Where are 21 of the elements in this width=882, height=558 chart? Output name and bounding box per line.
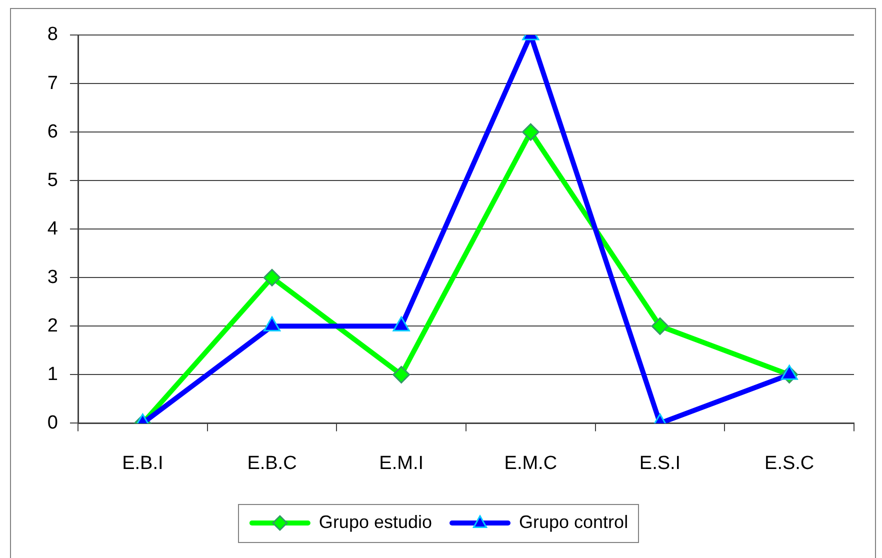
y-tick-label: 0 <box>47 412 58 434</box>
point <box>780 364 798 380</box>
y-tick-label: 7 <box>47 72 58 94</box>
y-tick-label: 4 <box>47 218 58 240</box>
y-tick-label: 1 <box>47 364 58 385</box>
x-tick-label: E.S.I <box>639 452 681 474</box>
point <box>392 316 410 332</box>
y-tick-label: 6 <box>47 121 58 142</box>
x-tick-label: E.B.I <box>122 452 164 474</box>
point <box>522 123 540 141</box>
y-tick-label: 3 <box>47 266 58 288</box>
y-tick-label: 8 <box>47 24 58 46</box>
legend-label: Grupo estudio <box>318 512 432 532</box>
x-tick-label: E.M.C <box>504 452 558 474</box>
y-tick-label: 5 <box>47 170 58 191</box>
x-tick-label: E.B.C <box>247 452 297 474</box>
point <box>263 316 281 332</box>
x-tick-label: E.M.I <box>379 452 424 474</box>
x-tick-label: E.S.C <box>764 452 814 474</box>
legend-label: Grupo control <box>519 512 628 532</box>
y-tick-label: 2 <box>47 315 58 336</box>
